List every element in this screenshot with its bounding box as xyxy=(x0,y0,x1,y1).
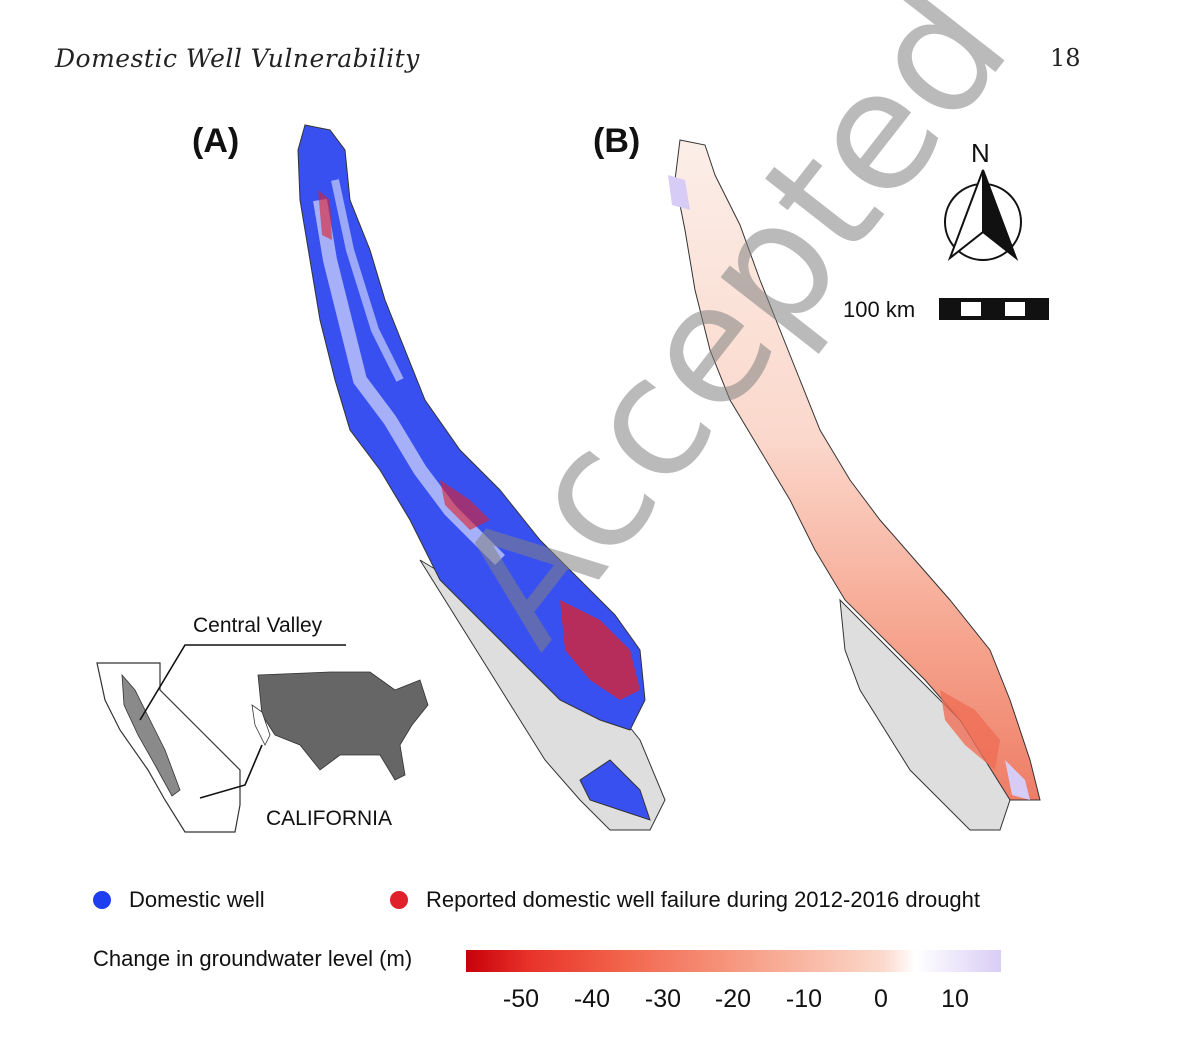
red-dot-icon xyxy=(390,891,408,909)
california-label: CALIFORNIA xyxy=(266,807,393,830)
page-number: 18 xyxy=(1050,44,1081,72)
north-label: N xyxy=(971,138,990,168)
legend-domestic-well: Domestic well xyxy=(93,887,265,913)
colorbar-tick: -30 xyxy=(644,985,682,1013)
colorbar xyxy=(466,950,1001,972)
panel-b-map xyxy=(668,139,1041,831)
panel-a-map xyxy=(297,124,666,831)
locator-inset xyxy=(96,644,429,833)
scale-bar xyxy=(939,298,1049,320)
legend-well-failure: Reported domestic well failure during 20… xyxy=(390,887,980,913)
running-title: Domestic Well Vulnerability xyxy=(55,44,420,73)
usa-outline xyxy=(257,671,429,781)
panel-a-label: (A) xyxy=(192,122,240,160)
colorbar-tick: -40 xyxy=(573,985,611,1013)
panel-b-label: (B) xyxy=(593,122,641,160)
legend-well-failure-label: Reported domestic well failure during 20… xyxy=(426,887,981,912)
central-valley-leader xyxy=(139,644,346,721)
central-valley-label: Central Valley xyxy=(193,614,323,637)
colorbar-tick: -50 xyxy=(502,985,540,1013)
central-valley-inset xyxy=(121,673,181,797)
blue-dot-icon xyxy=(93,891,111,909)
colorbar-tick: 10 xyxy=(941,985,969,1013)
panel-b-valley-grey xyxy=(839,598,1011,831)
colorbar-title: Change in groundwater level (m) xyxy=(93,946,413,971)
panel-a-failure-cluster xyxy=(560,600,640,700)
legend-domestic-well-label: Domestic well xyxy=(129,887,265,912)
north-arrow-icon xyxy=(944,169,1022,262)
california-leader xyxy=(199,744,263,799)
scale-label: 100 km xyxy=(843,297,916,322)
colorbar-tick: -10 xyxy=(785,985,823,1013)
california-outline xyxy=(96,662,241,833)
colorbar-tick: 0 xyxy=(874,985,888,1013)
panel-b-valley-change xyxy=(674,139,1041,801)
colorbar-tick: -20 xyxy=(714,985,752,1013)
panel-a-valley-wells xyxy=(297,124,646,731)
